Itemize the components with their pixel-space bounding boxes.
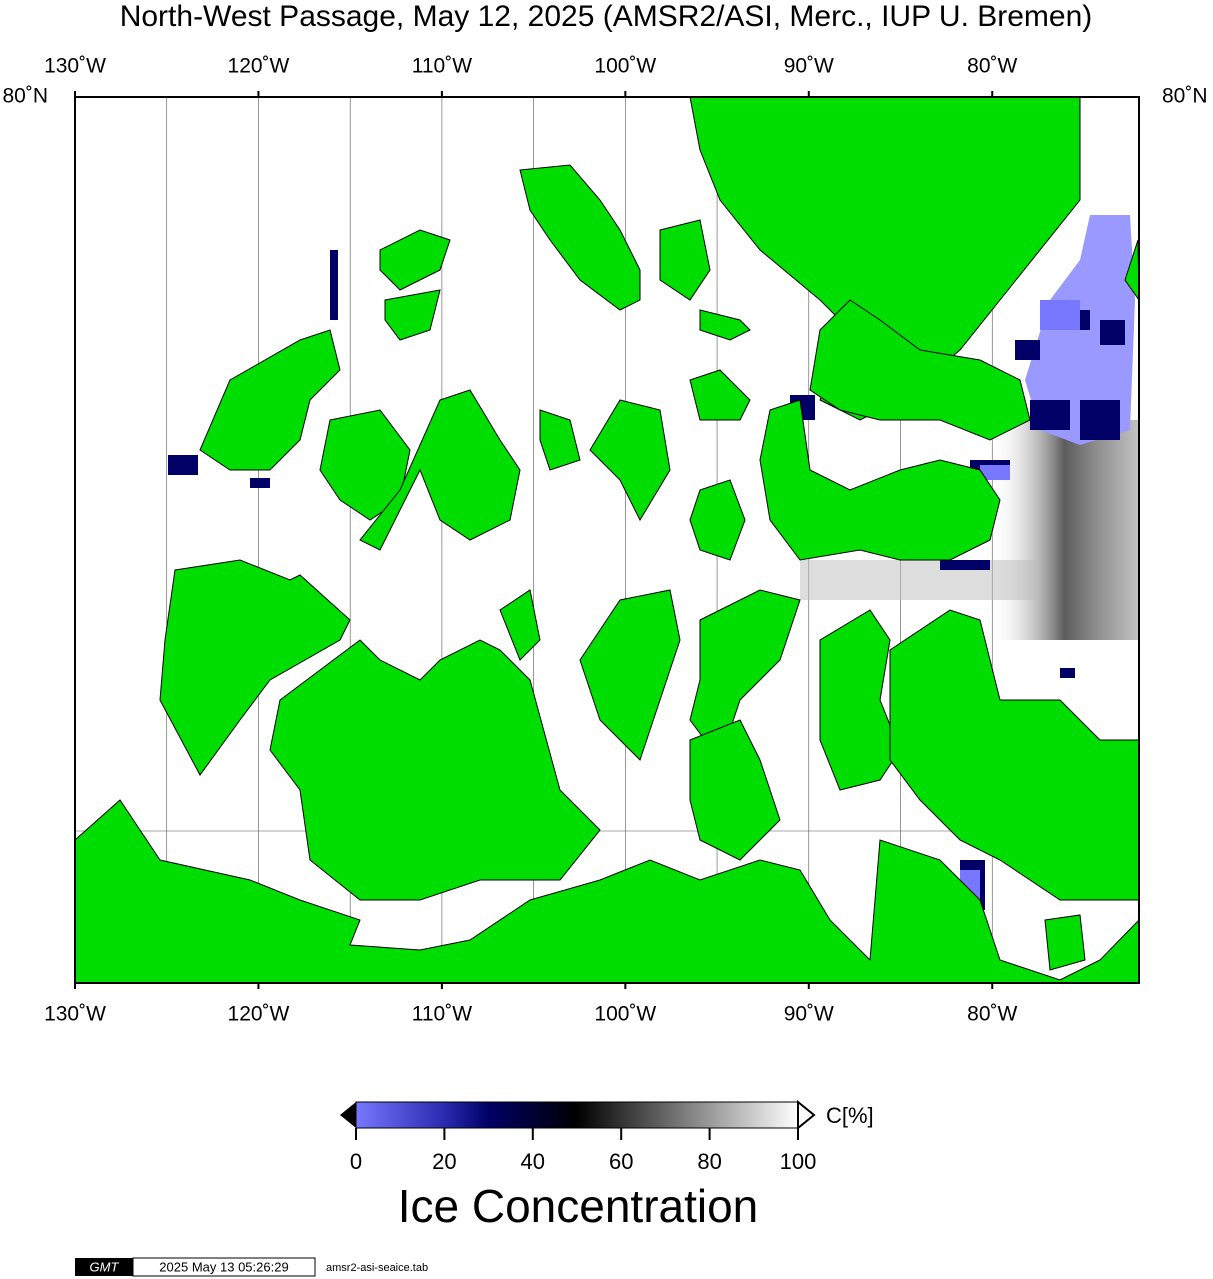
colorbar-tick-label: 100: [780, 1149, 817, 1174]
timestamp: 2025 May 13 05:26:29: [159, 1259, 288, 1274]
map-frame: [74, 96, 1140, 984]
lat-label: 80˚N: [1162, 85, 1208, 108]
colorbar-ramp: [355, 1101, 799, 1129]
lon-label: 80˚W: [967, 55, 1017, 78]
lon-label: 100˚W: [594, 55, 656, 78]
colorbar-high: [797, 1099, 816, 1131]
ice-field: [990, 420, 1139, 640]
timestamp-box: [132, 1257, 316, 1277]
lon-label: 110˚W: [412, 1003, 472, 1026]
colorbar-tick-label: 60: [609, 1149, 633, 1174]
logo: GMT: [90, 1259, 120, 1274]
colorbar-tick-label: 40: [521, 1149, 545, 1174]
colorbar: C[%] Ice Concentration 0 20 40 60 80 100: [340, 1099, 874, 1232]
ice-field: [800, 560, 1040, 600]
footer: GMT 2025 May 13 05:26:29 amsr2-asi-seaic…: [75, 1257, 428, 1277]
colorbar-tick-label: 80: [697, 1149, 721, 1174]
colorbar-low: [340, 1102, 356, 1128]
lon-label: 80˚W: [967, 1003, 1017, 1026]
source-file: amsr2-asi-seaice.tab: [326, 1262, 428, 1274]
lon-label: 100˚W: [594, 1003, 656, 1026]
title: North-West Passage, May 12, 2025 (AMSR2/…: [120, 0, 1093, 33]
lon-label: 130˚W: [44, 1003, 106, 1026]
land: [74, 96, 1140, 984]
lon-label: 90˚W: [784, 55, 834, 78]
lon-label: 90˚W: [784, 1003, 834, 1026]
map: 80˚N 80˚N 130˚W 130˚W 120˚W 120˚W 110˚W 110˚W…: [2, 55, 1207, 1026]
lon-label: 110˚W: [412, 55, 472, 78]
lon-label: 120˚W: [228, 55, 290, 78]
colorbar-tick-label: 20: [432, 1149, 456, 1174]
lat-label: 80˚N: [2, 85, 48, 108]
colorbar-unit: C[%]: [826, 1103, 874, 1128]
colorbar-tick-label: 0: [350, 1149, 362, 1174]
logo-box: [75, 1258, 133, 1276]
colorbar-title: Ice Concentration: [398, 1180, 759, 1232]
lon-label: 120˚W: [228, 1003, 290, 1026]
lon-label: 130˚W: [44, 55, 106, 78]
